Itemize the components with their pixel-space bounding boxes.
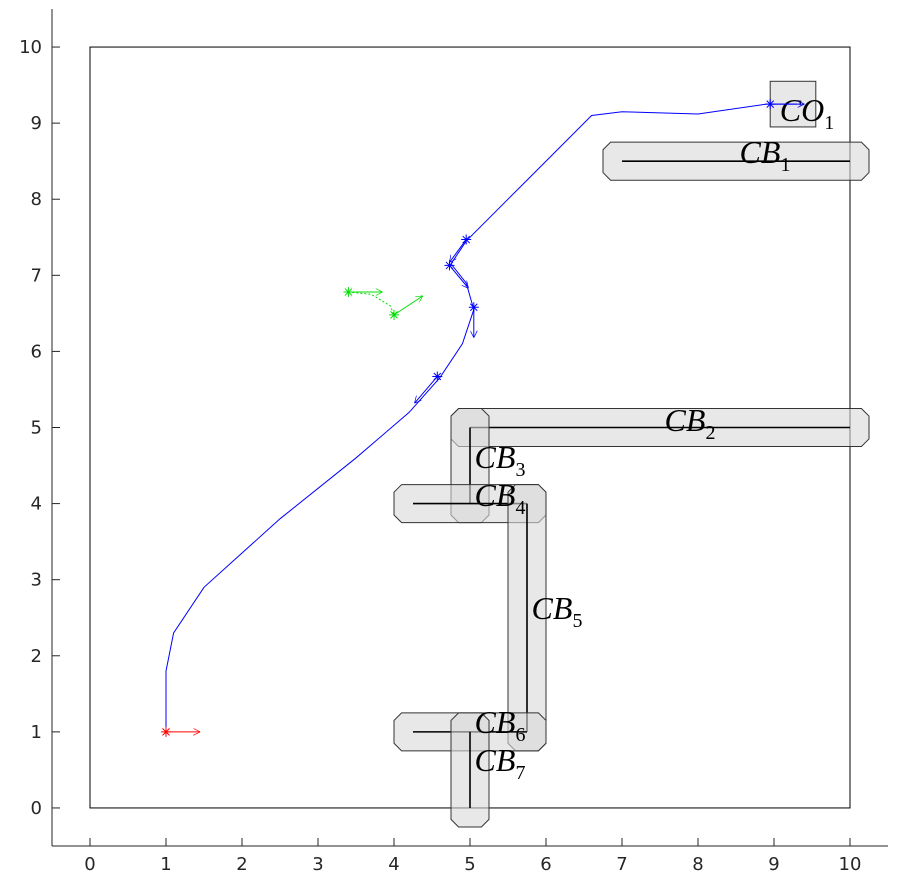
arrow [449,239,467,263]
y-tick-label: 2 [31,646,42,667]
label-index: 4 [515,497,525,519]
x-tick-label: 3 [312,854,323,875]
x-tick-label: 5 [464,854,475,875]
label-name: CB [475,439,516,475]
goal-label: CO1 [780,92,834,134]
label-index: 1 [824,112,834,134]
label-index: 5 [572,610,582,632]
star-marker [468,302,479,313]
label-name: CB [740,134,781,170]
star-marker [444,260,455,271]
x-tick-label: 8 [692,854,703,875]
obstacle-label: CB4 [475,477,526,519]
obstacle-label: CB1 [740,134,791,176]
star-marker [461,234,472,245]
y-tick-label: 3 [31,570,42,591]
label-index: 7 [515,762,525,784]
y-tick-label: 7 [31,265,42,286]
label-index: 2 [705,422,715,444]
y-tick-label: 6 [31,341,42,362]
x-tick-label: 9 [768,854,779,875]
y-tick-label: 8 [31,189,42,210]
obstacle-label: CB5 [532,590,583,632]
label-name: CO [780,92,824,128]
y-tick-label: 0 [31,798,42,819]
y-tick-label: 10 [19,37,42,58]
x-tick-label: 2 [236,854,247,875]
star-marker [389,309,399,320]
label-index: 3 [515,459,525,481]
star-marker [161,726,171,737]
x-tick-label: 6 [540,854,551,875]
star-marker [343,287,354,298]
label-name: CB [475,742,516,778]
arrow [415,376,438,404]
y-tick-label: 4 [31,494,42,515]
label-name: CB [665,402,706,438]
obstacle-label: CB3 [475,439,526,481]
x-tick-label: 1 [160,854,171,875]
label-index: 1 [780,154,790,176]
x-tick-label: 4 [388,854,399,875]
label-name: CB [532,590,573,626]
obstacle-label: CB2 [665,402,716,444]
star-marker [765,99,776,110]
label-name: CB [475,477,516,513]
x-tick-label: 10 [839,854,862,875]
x-tick-label: 0 [84,854,95,875]
arrow [393,296,423,316]
label-index: 6 [515,724,525,746]
obstacle-label: CB6 [475,704,526,746]
label-name: CB [475,704,516,740]
x-tick-label: 7 [616,854,627,875]
trajectory [165,103,797,732]
y-tick-label: 5 [31,418,42,439]
y-tick-label: 9 [31,113,42,134]
y-tick-label: 1 [31,722,42,743]
obstacle-label: CB7 [475,742,526,784]
trajectory [348,291,395,316]
star-marker [432,371,443,382]
